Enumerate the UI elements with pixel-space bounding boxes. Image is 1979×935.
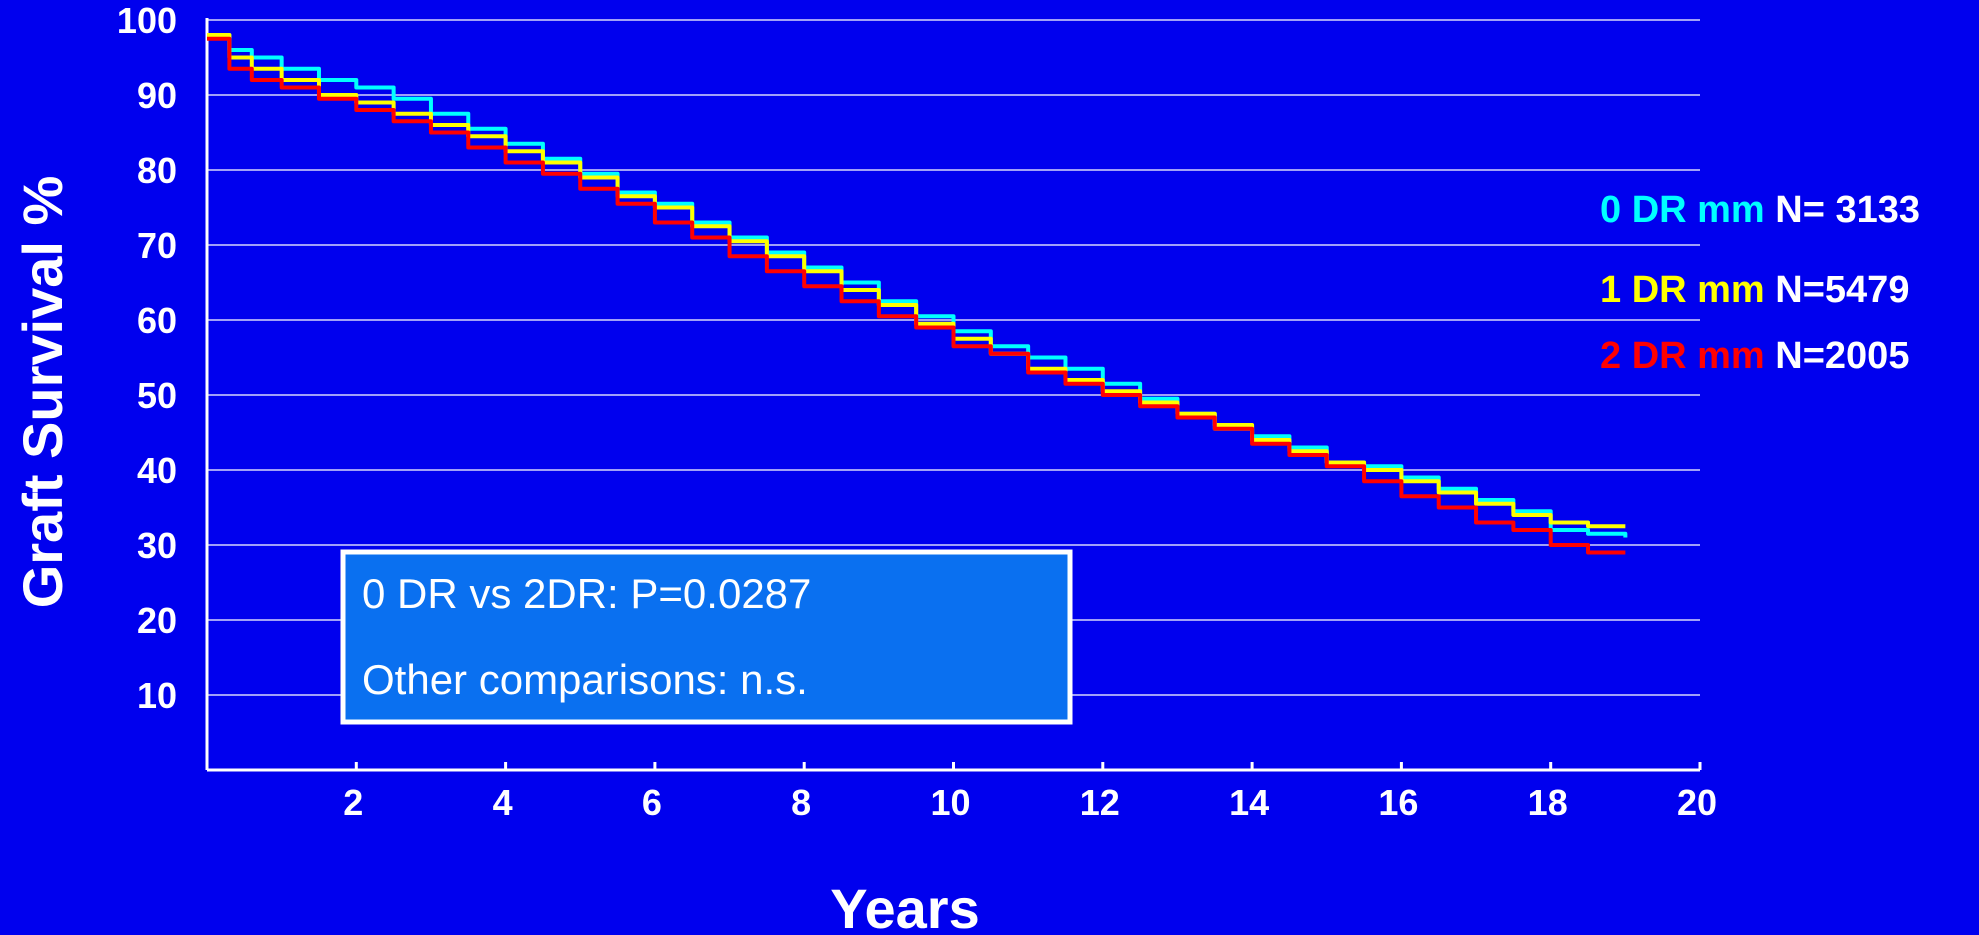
- series-line-1: [207, 33, 1626, 529]
- legend-series-n-0: N= 3133: [1775, 189, 1920, 231]
- y-tick-label-50: 50: [137, 375, 177, 416]
- legend-series-name-0: 0 DR mm: [1600, 189, 1775, 231]
- x-axis-tick-labels: 2 4 6 8 10 12 14 16 18 20: [343, 782, 1717, 823]
- legend-series-name-2: 2 DR mm: [1600, 335, 1775, 377]
- x-tick-label-8: 8: [791, 782, 811, 823]
- y-tick-label-20: 20: [137, 600, 177, 641]
- axes: [205, 18, 1702, 772]
- legend-series-name-1: 1 DR mm: [1600, 269, 1775, 311]
- y-tick-label-90: 90: [137, 75, 177, 116]
- y-tick-label-100: 100: [117, 0, 177, 41]
- annotation-line-2: Other comparisons: n.s.: [362, 656, 808, 703]
- x-tick-label-4: 4: [493, 782, 513, 823]
- legend-series-n-1: N=5479: [1775, 269, 1909, 311]
- y-tick-label-30: 30: [137, 525, 177, 566]
- x-tick-label-10: 10: [930, 782, 970, 823]
- series-lines: [207, 33, 1628, 555]
- x-axis-title: Years: [830, 877, 980, 935]
- legend-series-n-2: N=2005: [1775, 335, 1909, 377]
- x-tick-label-12: 12: [1080, 782, 1120, 823]
- legend-entry-0: 0 DR mm N= 3133: [1600, 189, 1920, 231]
- x-tick-label-16: 16: [1378, 782, 1418, 823]
- y-axis-tick-labels: 10 20 30 40 50 60 70 80 90 100: [117, 0, 177, 716]
- x-tick-label-14: 14: [1229, 782, 1269, 823]
- y-axis-title: Graft Survival %: [11, 176, 74, 609]
- series-line-2: [207, 36, 1626, 555]
- annotation-box-bg: [340, 549, 1073, 725]
- y-tick-label-80: 80: [137, 150, 177, 191]
- y-tick-label-10: 10: [137, 675, 177, 716]
- x-tick-label-18: 18: [1528, 782, 1568, 823]
- x-tick-label-6: 6: [642, 782, 662, 823]
- legend-entry-1: 1 DR mm N=5479: [1600, 269, 1909, 311]
- x-tick-label-2: 2: [343, 782, 363, 823]
- series-line-0: [207, 33, 1628, 538]
- legend-entry-2: 2 DR mm N=2005: [1600, 335, 1909, 377]
- x-tick-label-20: 20: [1677, 782, 1717, 823]
- y-tick-label-70: 70: [137, 225, 177, 266]
- annotation-line-1: 0 DR vs 2DR: P=0.0287: [362, 570, 811, 617]
- y-tick-label-60: 60: [137, 300, 177, 341]
- annotation-box: 0 DR vs 2DR: P=0.0287 Other comparisons:…: [340, 549, 1073, 725]
- y-tick-label-40: 40: [137, 450, 177, 491]
